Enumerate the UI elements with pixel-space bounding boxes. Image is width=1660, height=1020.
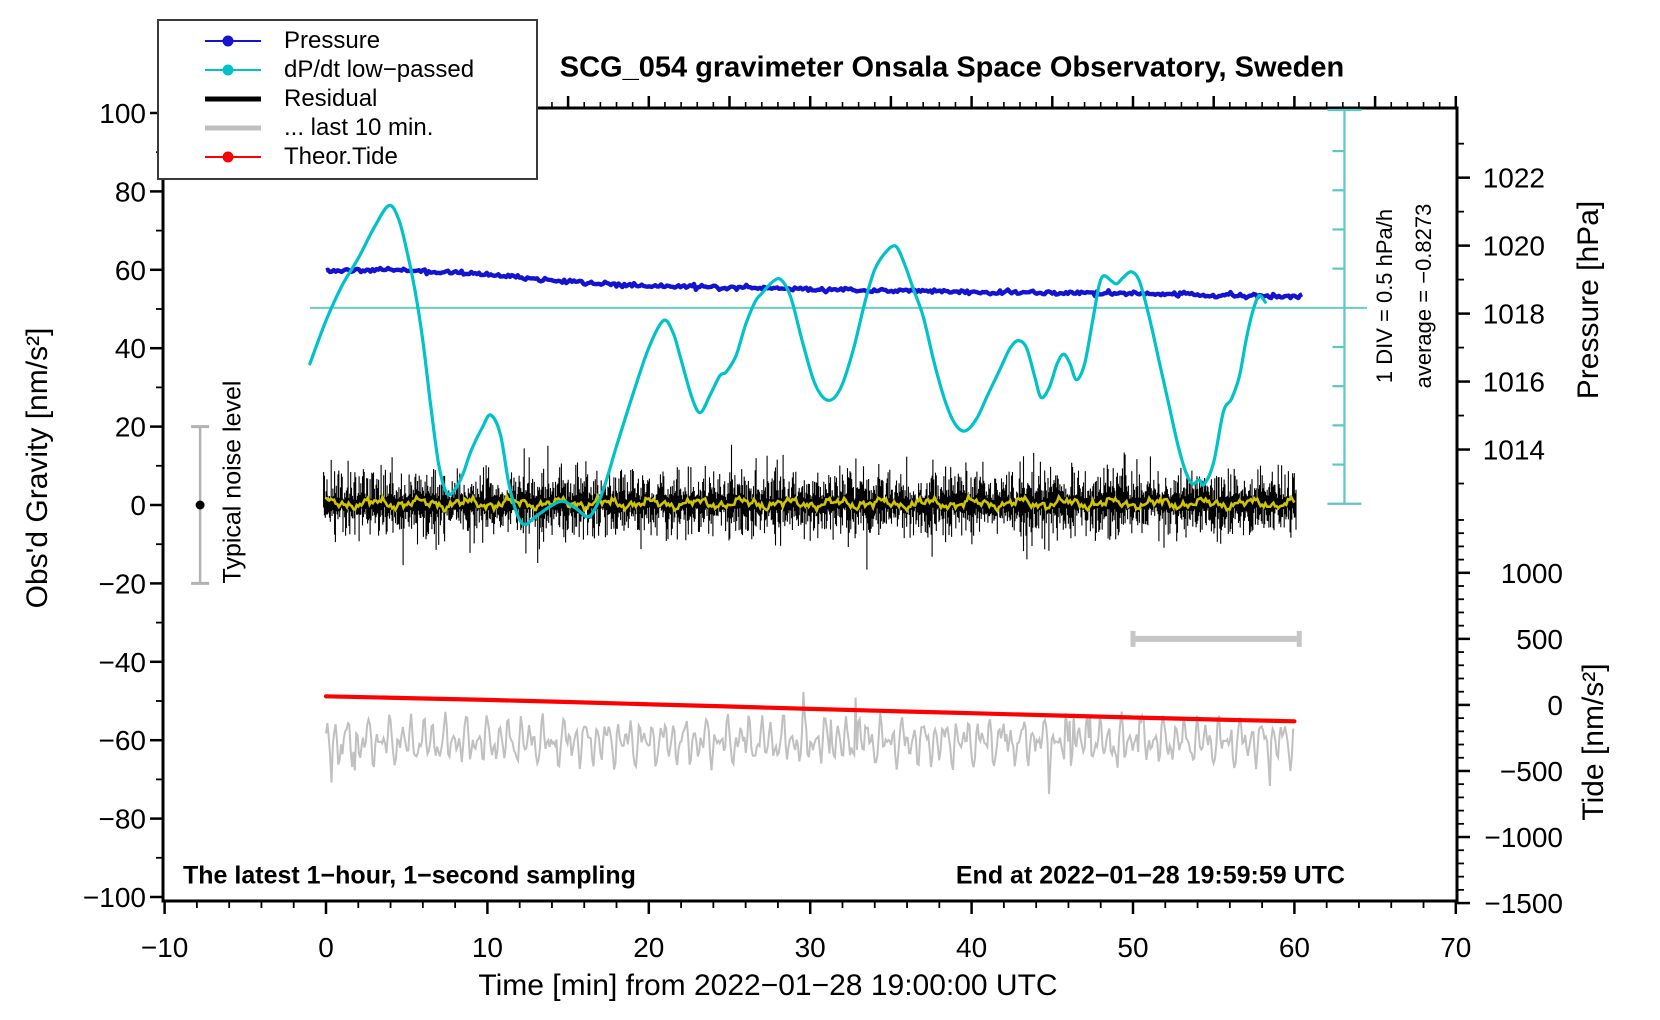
svg-text:−80: −80 bbox=[99, 804, 147, 835]
legend-item-0: Pressure bbox=[159, 26, 536, 55]
legend-item-3: ... last 10 min. bbox=[159, 113, 536, 142]
sampling-note: The latest 1−hour, 1−second sampling bbox=[183, 861, 636, 890]
last-10-min-trace bbox=[325, 691, 1295, 794]
dpdt-scale-bar bbox=[1327, 108, 1362, 505]
gravity-tick-labels: 100 80 60 40 20 0 −20 −40 −60 −80 −100 bbox=[83, 98, 146, 913]
x-tick-labels: −10 0 10 20 30 40 50 60 70 bbox=[141, 932, 1472, 963]
svg-text:−500: −500 bbox=[1500, 756, 1563, 787]
gravity-axis-ticks bbox=[150, 111, 163, 899]
svg-text:1022: 1022 bbox=[1483, 163, 1545, 194]
gravity-axis-title: Obs'd Gravity [nm/s²] bbox=[21, 327, 54, 609]
svg-text:1018: 1018 bbox=[1483, 299, 1545, 330]
legend-sample-line-dot bbox=[159, 26, 284, 55]
legend-label: dP/dt low−passed bbox=[284, 55, 475, 83]
svg-text:0: 0 bbox=[130, 490, 146, 521]
svg-text:−20: −20 bbox=[99, 568, 147, 599]
end-time-note: End at 2022−01−28 19:59:59 UTC bbox=[955, 861, 1345, 890]
average-label: average = −0.8273 bbox=[1411, 203, 1436, 389]
pressure-tick-labels: 1022 1020 1018 1016 1014 bbox=[1483, 163, 1545, 466]
legend-label: Theor.Tide bbox=[284, 142, 398, 170]
legend-sample-line bbox=[159, 84, 284, 113]
svg-text:1000: 1000 bbox=[1501, 558, 1563, 589]
svg-text:−100: −100 bbox=[83, 882, 146, 913]
pressure-axis-ticks bbox=[1457, 142, 1470, 485]
svg-text:500: 500 bbox=[1516, 624, 1563, 655]
last-10-min-window-bar bbox=[1130, 630, 1302, 647]
noise-level-bar bbox=[191, 425, 210, 585]
noise-level-label: Typical noise level bbox=[218, 380, 247, 584]
svg-text:−40: −40 bbox=[99, 647, 147, 678]
legend-box: Pressure dP/dt low−passed Residual... last… bbox=[157, 19, 538, 180]
legend-sample-line-dot bbox=[159, 55, 284, 84]
svg-text:80: 80 bbox=[115, 176, 146, 207]
svg-text:0: 0 bbox=[318, 932, 334, 963]
tide-tick-labels: 1000 500 0 −500 −1000 −1500 bbox=[1484, 558, 1563, 919]
legend-label: ... last 10 min. bbox=[284, 113, 434, 141]
svg-text:40: 40 bbox=[115, 333, 146, 364]
svg-text:60: 60 bbox=[1279, 932, 1310, 963]
div-scale-label: 1 DIV = 0.5 hPa/h bbox=[1372, 208, 1397, 384]
legend-sample-line-dot bbox=[159, 142, 284, 171]
svg-text:−10: −10 bbox=[141, 932, 189, 963]
residual-trace bbox=[323, 444, 1297, 570]
smoothed-residual-curve bbox=[324, 491, 1296, 514]
legend-label: Pressure bbox=[284, 26, 381, 54]
svg-text:20: 20 bbox=[115, 412, 146, 443]
legend-item-2: Residual bbox=[159, 84, 536, 113]
legend-item-1: dP/dt low−passed bbox=[159, 55, 536, 84]
svg-text:30: 30 bbox=[795, 932, 826, 963]
svg-text:40: 40 bbox=[956, 932, 987, 963]
svg-text:0: 0 bbox=[1547, 690, 1563, 721]
legend-item-4: Theor.Tide bbox=[159, 142, 536, 171]
svg-text:−1500: −1500 bbox=[1484, 888, 1563, 919]
svg-text:1020: 1020 bbox=[1483, 231, 1545, 262]
svg-text:−60: −60 bbox=[99, 725, 147, 756]
svg-text:−1000: −1000 bbox=[1484, 822, 1563, 853]
svg-text:20: 20 bbox=[633, 932, 664, 963]
svg-text:60: 60 bbox=[115, 255, 146, 286]
svg-text:1016: 1016 bbox=[1483, 367, 1545, 398]
svg-text:10: 10 bbox=[472, 932, 503, 963]
x-axis-title: Time [min] from 2022−01−28 19:00:00 UTC bbox=[478, 969, 1058, 1002]
tide-axis-ticks bbox=[1457, 519, 1470, 905]
legend-sample-line bbox=[159, 113, 284, 142]
legend-label: Residual bbox=[284, 84, 378, 112]
dpdt-curve bbox=[308, 203, 1267, 527]
pressure-axis-title: Pressure [hPa] bbox=[1572, 200, 1605, 400]
theor-tide-curve bbox=[323, 694, 1297, 724]
svg-text:70: 70 bbox=[1440, 932, 1471, 963]
x-axis-ticks bbox=[163, 901, 1458, 914]
svg-text:1014: 1014 bbox=[1483, 435, 1545, 466]
chart-title: SCG_054 gravimeter Onsala Space Observat… bbox=[559, 51, 1345, 84]
tide-axis-title: Tide [nm/s²] bbox=[1577, 663, 1610, 821]
pressure-curve bbox=[325, 265, 1304, 301]
svg-text:50: 50 bbox=[1117, 932, 1148, 963]
svg-text:100: 100 bbox=[99, 98, 146, 129]
